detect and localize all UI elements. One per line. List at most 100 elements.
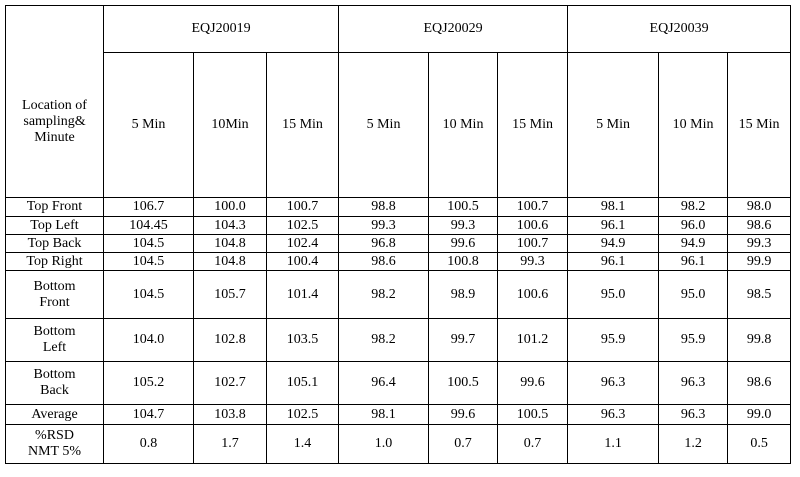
data-row: Bottom Left 104.0 102.8 103.5 98.2 99.7 101.2 9… [5, 318, 792, 362]
header-row: Location of sampling& Minute EQJ20019 EQJ2… [5, 5, 792, 198]
data-row: Average 104.7 103.8 102.5 98.1 99.6 100.5 96.3 9… [5, 404, 792, 425]
value-cell: 99.3 [497, 252, 569, 271]
data-row: %RSD NMT 5% 0.8 1.7 1.4 1.0 0.7 0.7 1.1 1.2 0.5 [5, 424, 792, 464]
minute-header: 5 Min [567, 52, 660, 198]
value-cell: 98.6 [727, 216, 792, 235]
data-row: Top Front 106.7 100.0 100.7 98.8 100.5 100.7 98… [5, 197, 792, 217]
group-header: EQJ20029 [338, 5, 569, 53]
value-cell: 98.2 [658, 197, 729, 217]
row-label: Top Left [5, 216, 104, 235]
row-label: Bottom Front [5, 270, 104, 319]
data-row: Bottom Front 104.5 105.7 101.4 98.2 98.9 100.6… [5, 270, 792, 319]
row-label-text: Bottom Left [33, 324, 76, 355]
group-header: EQJ20039 [567, 5, 792, 53]
value-cell: 104.5 [103, 270, 194, 319]
value-cell: 96.4 [338, 361, 430, 405]
data-row: Top Right 104.5 104.8 100.4 98.6 100.8 99.3 96.… [5, 252, 792, 271]
value-cell: 96.3 [658, 404, 729, 425]
corner-header: Location of sampling& Minute [5, 5, 104, 198]
value-cell: 99.0 [727, 404, 792, 425]
value-cell: 96.1 [567, 252, 660, 271]
value-cell: 106.7 [103, 197, 194, 217]
value-cell: 99.3 [428, 216, 499, 235]
value-cell: 98.9 [428, 270, 499, 319]
value-cell: 0.7 [497, 424, 569, 464]
value-cell: 0.8 [103, 424, 194, 464]
value-cell: 102.5 [265, 404, 340, 425]
value-cell: 1.7 [193, 424, 267, 464]
value-cell: 102.7 [193, 361, 267, 405]
value-cell: 98.8 [338, 197, 430, 217]
minute-header: 15 Min [265, 52, 340, 198]
value-cell: 98.0 [727, 197, 792, 217]
value-cell: 98.2 [338, 318, 430, 362]
row-label: Top Right [5, 252, 104, 271]
value-cell: 1.0 [338, 424, 430, 464]
value-cell: 100.6 [497, 216, 569, 235]
value-cell: 100.5 [428, 361, 499, 405]
minute-header: 15 Min [497, 52, 569, 198]
row-label: Bottom Back [5, 361, 104, 405]
value-cell: 1.1 [567, 424, 660, 464]
value-cell: 96.3 [567, 404, 660, 425]
minute-header: 10 Min [658, 52, 729, 198]
value-cell: 104.8 [193, 234, 267, 253]
value-cell: 99.7 [428, 318, 499, 362]
value-cell: 99.6 [428, 234, 499, 253]
value-cell: 100.5 [497, 404, 569, 425]
value-cell: 99.6 [497, 361, 569, 405]
value-cell: 0.5 [727, 424, 792, 464]
value-cell: 100.4 [265, 252, 340, 271]
value-cell: 104.8 [193, 252, 267, 271]
value-cell: 0.7 [428, 424, 499, 464]
corner-header-text: Location of sampling& Minute [22, 97, 87, 145]
minute-header: 15 Min [727, 52, 792, 198]
row-label: Top Back [5, 234, 104, 253]
value-cell: 96.1 [567, 216, 660, 235]
value-cell: 103.8 [193, 404, 267, 425]
data-row: Top Left 104.45 104.3 102.5 99.3 99.3 100.6 96.… [5, 216, 792, 235]
value-cell: 98.6 [338, 252, 430, 271]
row-label: %RSD NMT 5% [5, 424, 104, 464]
row-label-text: Bottom Front [33, 278, 76, 310]
value-cell: 101.4 [265, 270, 340, 319]
value-cell: 104.0 [103, 318, 194, 362]
value-cell: 95.0 [658, 270, 729, 319]
value-cell: 104.7 [103, 404, 194, 425]
header-row: 5 Min 10Min 15 Min 5 Min 10 Min 15 Min 5 Min 10… [6, 52, 792, 198]
minute-header: 10 Min [428, 52, 499, 198]
value-cell: 104.45 [103, 216, 194, 235]
value-cell: 102.5 [265, 216, 340, 235]
value-cell: 99.8 [727, 318, 792, 362]
value-cell: 104.3 [193, 216, 267, 235]
value-cell: 100.7 [497, 234, 569, 253]
value-cell: 96.1 [658, 252, 729, 271]
value-cell: 100.0 [193, 197, 267, 217]
minute-header: 5 Min [338, 52, 430, 198]
value-cell: 101.2 [497, 318, 569, 362]
value-cell: 98.2 [338, 270, 430, 319]
group-header: EQJ20019 [102, 5, 340, 53]
row-label-text: %RSD NMT 5% [27, 428, 82, 459]
value-cell: 102.8 [193, 318, 267, 362]
value-cell: 103.5 [265, 318, 340, 362]
value-cell: 96.3 [567, 361, 660, 405]
value-cell: 98.1 [338, 404, 430, 425]
value-cell: 99.6 [428, 404, 499, 425]
value-cell: 99.9 [727, 252, 792, 271]
value-cell: 94.9 [567, 234, 660, 253]
value-cell: 105.2 [103, 361, 194, 405]
value-cell: 96.8 [338, 234, 430, 253]
value-cell: 100.5 [428, 197, 499, 217]
value-cell: 104.5 [103, 252, 194, 271]
value-cell: 100.6 [497, 270, 569, 319]
value-cell: 104.5 [103, 234, 194, 253]
data-row: Top Back 104.5 104.8 102.4 96.8 99.6 100.7 94.9… [5, 234, 792, 253]
value-cell: 105.7 [193, 270, 267, 319]
value-cell: 98.1 [567, 197, 660, 217]
value-cell: 100.7 [265, 197, 340, 217]
value-cell: 94.9 [658, 234, 729, 253]
value-cell: 98.6 [727, 361, 792, 405]
value-cell: 99.3 [338, 216, 430, 235]
